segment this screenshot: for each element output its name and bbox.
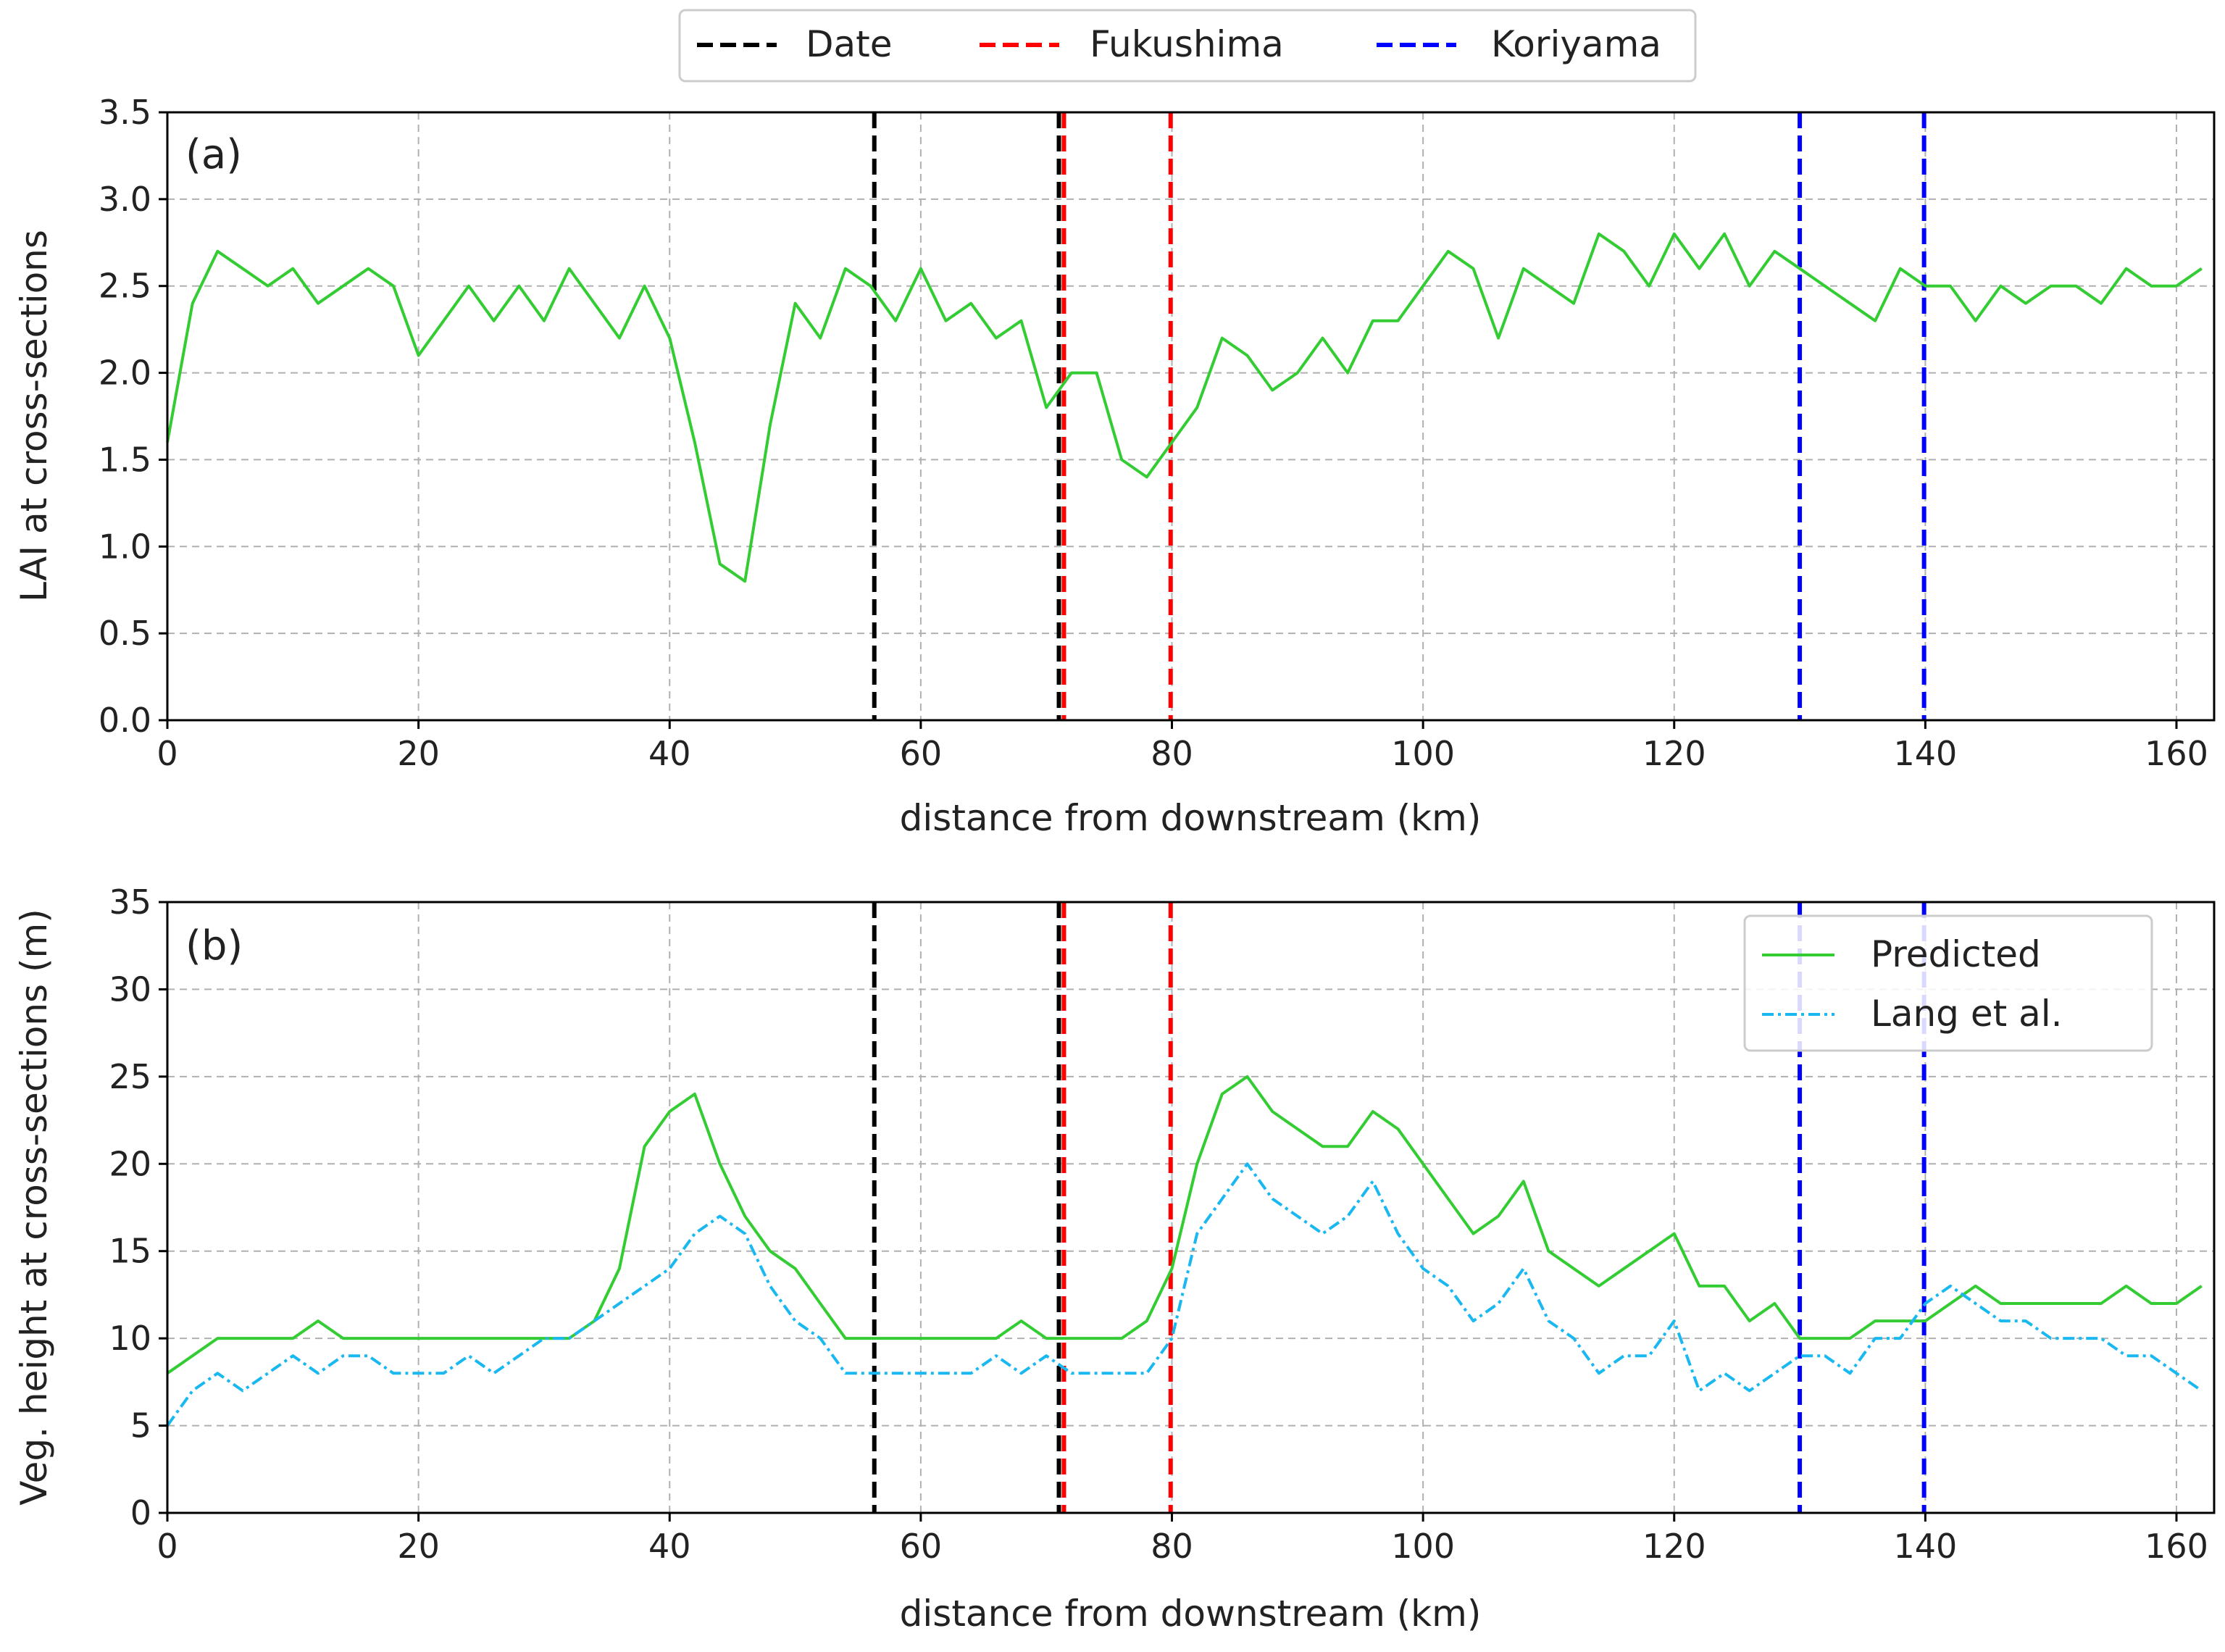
series-predicted	[166, 1075, 2203, 1374]
legend-fukushima-label: Fukushima	[1090, 23, 1284, 65]
x-tick-label: 160	[2145, 734, 2208, 773]
top-legend: Date Fukushima Koriyama	[678, 9, 1697, 83]
panel-a-x-ticks: 0 20 40 60 80 100 120 140 160	[156, 720, 2208, 773]
y-tick-label: 30	[109, 969, 151, 1009]
panel-a-grid	[167, 112, 2214, 720]
panel-a-series	[166, 232, 2203, 583]
x-tick-label: 40	[648, 1527, 691, 1566]
x-tick-label: 40	[648, 734, 691, 773]
panel-b-y-label: Veg. height at cross-sections (m)	[13, 909, 55, 1505]
y-tick-label: 0.5	[99, 614, 151, 653]
y-tick-label: 10	[109, 1319, 151, 1358]
panel-b-y-ticks: 0 5 10 15 20 25 30 35	[109, 883, 167, 1532]
y-tick-label: 0.0	[99, 701, 151, 740]
panel-a-x-label: distance from downstream (km)	[900, 797, 1482, 839]
x-tick-label: 20	[397, 1527, 440, 1566]
panel-b-legend: Predicted Lang et al.	[1743, 914, 2153, 1052]
legend-koriyama-label: Koriyama	[1491, 23, 1661, 65]
x-tick-label: 140	[1893, 1527, 1957, 1566]
x-tick-label: 80	[1151, 734, 1193, 773]
y-tick-label: 35	[109, 883, 151, 922]
y-tick-label: 1.5	[99, 440, 151, 479]
x-tick-label: 60	[900, 734, 943, 773]
y-tick-label: 25	[109, 1057, 151, 1096]
y-tick-label: 20	[109, 1144, 151, 1183]
x-tick-label: 0	[156, 1527, 178, 1566]
panel-b-legend-frame	[1743, 914, 2153, 1052]
legend-date-label: Date	[806, 23, 893, 65]
panel-a-tag: (a)	[185, 131, 242, 178]
x-tick-label: 0	[156, 734, 178, 773]
x-tick-label: 120	[1642, 734, 1706, 773]
y-tick-label: 3.5	[99, 93, 151, 132]
y-tick-label: 5	[130, 1406, 151, 1446]
panel-b-tag: (b)	[185, 922, 243, 969]
series-lang-et-al	[166, 1162, 2203, 1427]
panel-a-y-label: LAI at cross-sections	[13, 230, 55, 602]
panel-b-x-label: distance from downstream (km)	[900, 1593, 1482, 1635]
x-tick-label: 100	[1391, 734, 1455, 773]
panel-a-y-ticks: 0.0 0.5 1.0 1.5 2.0 2.5 3.0 3.5	[99, 93, 167, 740]
y-tick-label: 3.0	[99, 180, 151, 219]
series-lai	[166, 232, 2203, 583]
legend-predicted-label: Predicted	[1871, 933, 2041, 975]
x-tick-label: 140	[1893, 734, 1957, 773]
panel-a-frame	[166, 111, 2216, 722]
legend-lang-label: Lang et al.	[1871, 993, 2063, 1035]
panel-b-frame	[166, 901, 2216, 1514]
x-tick-label: 160	[2145, 1527, 2208, 1566]
top-legend-frame	[678, 9, 1697, 83]
x-tick-label: 80	[1151, 1527, 1193, 1566]
panel-b-x-ticks: 0 20 40 60 80 100 120 140 160	[156, 1513, 2208, 1566]
y-tick-label: 15	[109, 1232, 151, 1271]
y-tick-label: 2.0	[99, 354, 151, 393]
y-tick-label: 0	[130, 1493, 151, 1532]
y-tick-label: 1.0	[99, 527, 151, 566]
panel-b-series	[166, 1075, 2203, 1427]
y-tick-label: 2.5	[99, 267, 151, 306]
panel-b: 0 20 40 60 80 100 120 140 160 0 5 10 15 20 25 30 35 (b)…	[13, 883, 2216, 1635]
panel-a: 0 20 40 60 80 100 120 140 160 0.0 0.5 1.0 1.5 2.0 2.5…	[13, 93, 2216, 839]
x-tick-label: 120	[1642, 1527, 1706, 1566]
x-tick-label: 60	[900, 1527, 943, 1566]
panel-a-markers	[872, 112, 1926, 720]
x-tick-label: 100	[1391, 1527, 1455, 1566]
x-tick-label: 20	[397, 734, 440, 773]
